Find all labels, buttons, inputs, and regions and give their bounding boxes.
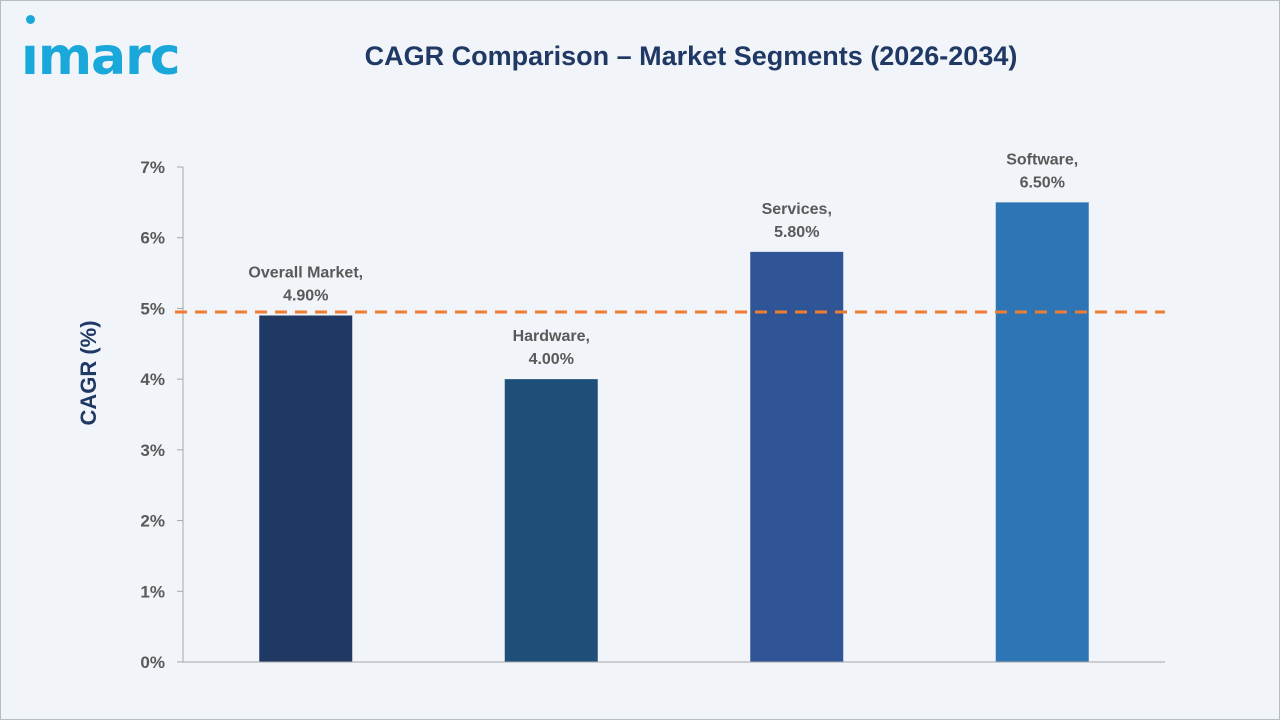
- y-tick-label: 4%: [140, 370, 165, 389]
- y-tick-label: 2%: [140, 512, 165, 531]
- bar-services: [750, 251, 844, 662]
- data-label: Services,: [762, 201, 832, 218]
- bar-software: [995, 202, 1089, 662]
- data-label: Overall Market,: [248, 265, 363, 282]
- y-tick-label: 5%: [140, 299, 165, 318]
- data-label: 4.90%: [283, 288, 328, 305]
- y-tick-label: 1%: [140, 582, 165, 601]
- bar-hardware: [504, 379, 598, 662]
- data-label: 5.80%: [774, 224, 819, 241]
- y-tick-label: 3%: [140, 441, 165, 460]
- data-label: 6.50%: [1020, 174, 1065, 191]
- data-label: Software,: [1006, 151, 1078, 168]
- logo-dot: [26, 15, 35, 24]
- bar-overall-market: [259, 315, 353, 662]
- imarc-logo: ımarc: [21, 27, 181, 87]
- y-tick-label: 0%: [140, 653, 165, 672]
- data-label: Hardware,: [513, 328, 590, 345]
- data-label: 4.00%: [529, 351, 574, 368]
- chart-title: CAGR Comparison – Market Segments (2026-…: [364, 41, 1018, 71]
- y-tick-label: 7%: [140, 158, 165, 177]
- y-tick-label: 6%: [140, 229, 165, 248]
